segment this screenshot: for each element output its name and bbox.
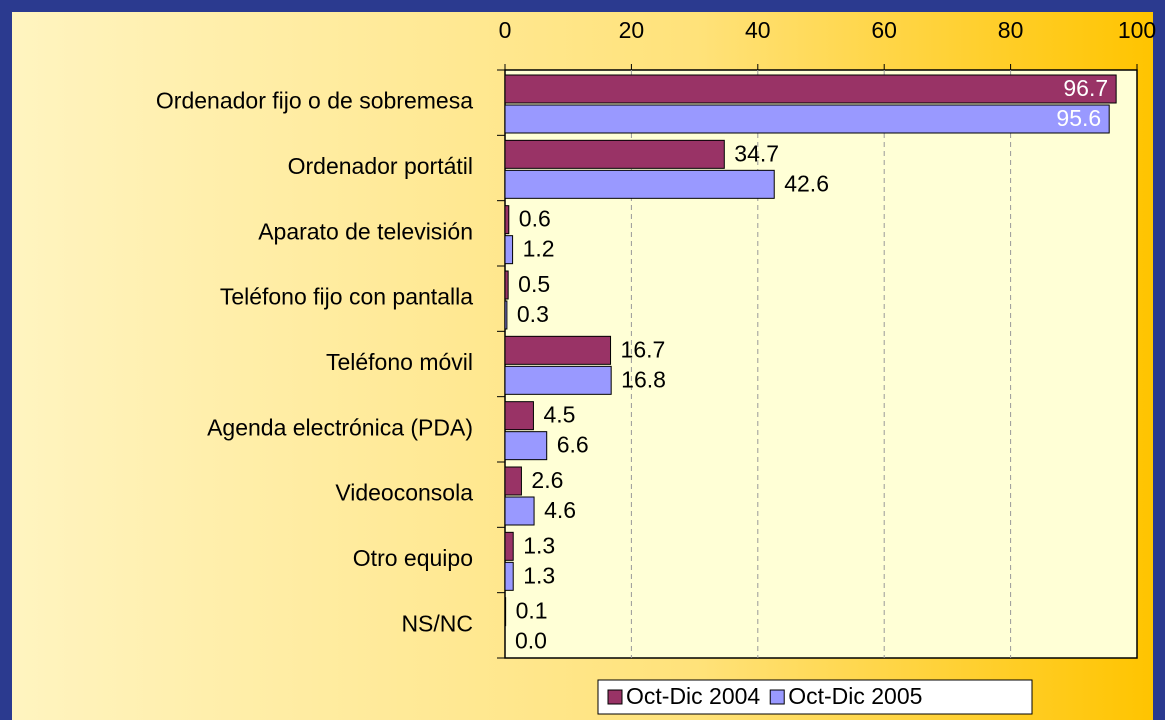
data-label: 16.8 <box>621 366 666 392</box>
legend-swatch <box>769 689 785 705</box>
legend <box>597 679 1033 715</box>
y-tick-label: Ordenador fijo o de sobremesa <box>156 88 473 114</box>
y-tick-label: Videoconsola <box>335 480 473 506</box>
bar <box>504 104 1110 134</box>
data-label: 96.7 <box>1063 75 1108 101</box>
bar <box>504 300 508 330</box>
data-label: 34.7 <box>734 140 779 166</box>
x-tick-label: 40 <box>745 17 771 43</box>
data-label: 1.3 <box>523 562 555 588</box>
data-label: 4.5 <box>543 402 575 428</box>
data-label: 4.6 <box>544 497 576 523</box>
y-tick-label: Teléfono fijo con pantalla <box>220 284 473 310</box>
bar <box>504 431 548 461</box>
x-tick-label: 20 <box>619 17 645 43</box>
data-label: 2.6 <box>531 467 563 493</box>
data-label: 0.3 <box>517 301 549 327</box>
bar <box>504 561 514 591</box>
legend-label: Oct-Dic 2004 <box>626 683 760 709</box>
data-label: 42.6 <box>784 170 829 196</box>
bar <box>504 169 775 199</box>
bar <box>504 496 535 526</box>
bar <box>504 270 509 300</box>
legend-label: Oct-Dic 2005 <box>788 683 922 709</box>
x-tick-label: 60 <box>871 17 897 43</box>
bar <box>504 335 612 365</box>
data-label: 95.6 <box>1056 105 1101 131</box>
data-label: 0.6 <box>519 206 551 232</box>
x-tick-label: 0 <box>499 17 512 43</box>
y-tick-label: Agenda electrónica (PDA) <box>207 414 473 440</box>
bar <box>504 466 522 496</box>
y-tick-label: Otro equipo <box>353 545 473 571</box>
y-tick-label: Ordenador portátil <box>288 153 473 179</box>
data-label: 0.0 <box>515 628 547 654</box>
bar <box>504 205 510 235</box>
y-tick-label: Aparato de televisión <box>258 218 473 244</box>
bar <box>504 139 725 169</box>
bar <box>504 235 514 265</box>
data-label: 0.5 <box>518 271 550 297</box>
bar <box>504 401 534 431</box>
data-label: 6.6 <box>557 432 589 458</box>
data-label: 16.7 <box>621 336 666 362</box>
y-tick-label: NS/NC <box>401 610 473 636</box>
x-tick-label: 80 <box>998 17 1024 43</box>
bar <box>504 531 514 561</box>
bar <box>504 365 612 395</box>
data-label: 1.2 <box>523 236 555 262</box>
data-label: 1.3 <box>523 532 555 558</box>
bar <box>504 74 1117 104</box>
x-tick-label: 100 <box>1118 17 1156 43</box>
data-label: 0.1 <box>516 598 548 624</box>
legend-swatch <box>607 689 623 705</box>
bar <box>504 597 507 627</box>
y-tick-label: Teléfono móvil <box>326 349 473 375</box>
